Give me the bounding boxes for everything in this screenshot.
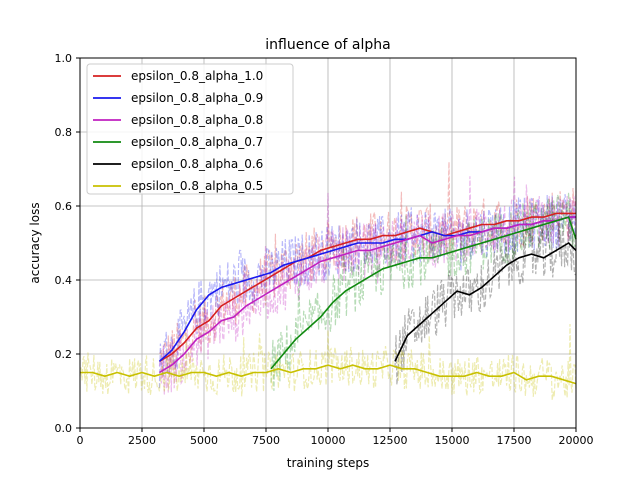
y-tick-label: 0.0 [55, 422, 73, 435]
series-line [270, 216, 577, 370]
x-tick-label: 15000 [435, 434, 470, 447]
series-raw-trace [270, 192, 577, 391]
series-line [394, 242, 577, 362]
series-lines [80, 212, 577, 385]
legend-label: epsilon_0.8_alpha_0.8 [131, 113, 263, 127]
x-tick-label: 0 [77, 434, 84, 447]
legend-label: epsilon_0.8_alpha_0.6 [131, 157, 263, 171]
x-axis-label: training steps [287, 456, 370, 470]
series-line [158, 212, 576, 363]
legend-label: epsilon_0.8_alpha_0.5 [131, 179, 263, 193]
series-line [80, 364, 577, 385]
legend-box [86, 63, 294, 195]
x-tick-label: 20000 [559, 434, 594, 447]
x-tick-label: 5000 [190, 434, 218, 447]
grid-lines [79, 57, 577, 429]
series-raw-trace [79, 321, 577, 401]
series-line [158, 216, 576, 374]
x-tick-label: 17500 [497, 434, 532, 447]
legend-label: epsilon_0.8_alpha_1.0 [131, 69, 263, 83]
legend-items: epsilon_0.8_alpha_1.0 epsilon_0.8_alpha_0… [93, 69, 263, 193]
legend-label: epsilon_0.8_alpha_0.9 [131, 91, 263, 105]
series-raw-trace [394, 222, 576, 385]
x-tick-label: 10000 [311, 434, 346, 447]
x-tick-label: 7500 [252, 434, 280, 447]
axis-ticks: 0 2500 5000 7500 10000 12500 15000 17500 20000 0.… [55, 52, 594, 447]
y-tick-label: 0.8 [55, 126, 73, 139]
x-tick-label: 2500 [128, 434, 156, 447]
y-axis-label: accuracy loss [28, 202, 42, 283]
y-tick-label: 1.0 [55, 52, 73, 65]
chart-title: influence of alpha [265, 37, 390, 53]
y-tick-label: 0.2 [55, 348, 73, 361]
y-tick-label: 0.6 [55, 200, 73, 213]
y-tick-label: 0.4 [55, 274, 73, 287]
legend-label: epsilon_0.8_alpha_0.7 [131, 135, 263, 149]
x-tick-label: 12500 [373, 434, 408, 447]
legend: epsilon_0.8_alpha_1.0 epsilon_0.8_alpha_0… [86, 63, 294, 195]
